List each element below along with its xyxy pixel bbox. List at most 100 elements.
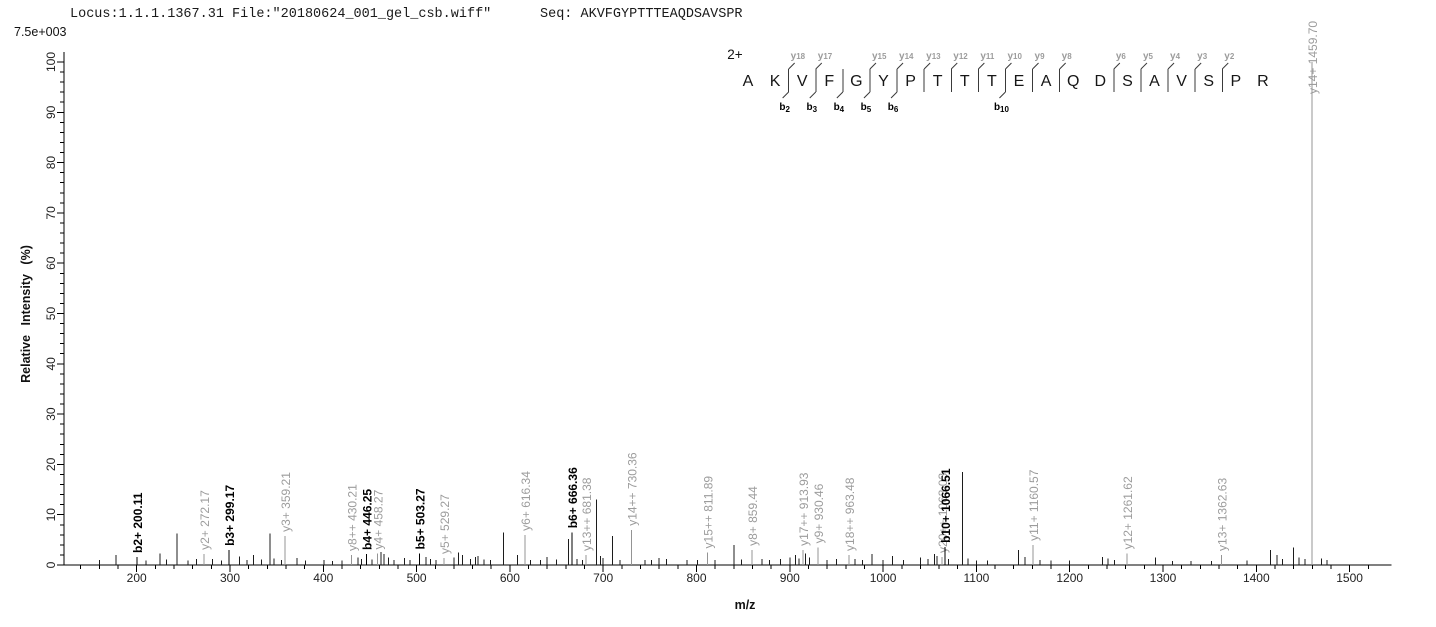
- y-ion-label-y15: y15: [872, 51, 887, 62]
- b-cleavage-tick: [782, 91, 790, 99]
- peak-label-y20++: y20++ 1063.03: [936, 473, 950, 553]
- charge-state-label: 2+: [727, 47, 743, 62]
- y-cleavage-tick: [1221, 62, 1229, 70]
- locus-file-label: Locus:1.1.1.1367.31 File:"20180624_001_g…: [70, 7, 492, 22]
- peak-label-y17++: y17++ 913.93: [797, 472, 811, 546]
- y-cleavage-tick: [869, 62, 877, 70]
- peak-label-y11+: y11+ 1160.57: [1027, 469, 1041, 541]
- x-axis-title: m/z: [735, 598, 756, 612]
- y-ion-label-y12: y12: [953, 51, 968, 62]
- x-tick-label: 900: [780, 571, 800, 585]
- y-cleavage-tick: [788, 62, 796, 70]
- x-tick-label: 1200: [1056, 571, 1083, 585]
- peak-label-y18++: y18++ 963.48: [843, 477, 857, 551]
- residue-P-7: P: [905, 73, 916, 90]
- b-ion-label-b5: b5: [861, 102, 872, 114]
- residue-D-14: D: [1095, 73, 1107, 90]
- y-cleavage-tick: [977, 62, 985, 70]
- peak-label-y6+: y6+ 616.34: [519, 471, 533, 531]
- y-ion-label-y2: y2: [1224, 51, 1235, 62]
- y-cleavage-tick: [1032, 62, 1039, 70]
- y-ion-label-y9: y9: [1035, 51, 1046, 62]
- residue-G-5: G: [850, 73, 862, 90]
- b-cleavage-tick: [836, 91, 844, 99]
- peak-label-b6+: b6+ 666.36: [566, 467, 580, 528]
- b-ion-label-b4: b4: [834, 102, 845, 114]
- peak-label-y12+: y12+ 1261.62: [1121, 476, 1135, 549]
- peak-label-y8+: y8+ 859.44: [746, 486, 760, 546]
- x-tick-label: 700: [593, 571, 613, 585]
- residue-R-20: R: [1257, 73, 1269, 90]
- peak-label-y14++: y14++ 730.36: [626, 452, 640, 526]
- peak-label-y15++: y15++ 811.89: [702, 476, 716, 549]
- residue-A-1: A: [743, 73, 754, 90]
- y-cleavage-tick: [896, 62, 904, 70]
- y-tick-label: 0: [44, 561, 58, 568]
- y-cleavage-tick: [815, 62, 823, 70]
- x-tick-label: 800: [686, 571, 706, 585]
- y-cleavage-tick: [1167, 62, 1175, 70]
- x-tick-label: 400: [313, 571, 333, 585]
- y-cleavage-tick: [923, 62, 931, 70]
- y-tick-label: 30: [44, 407, 58, 421]
- b-cleavage-tick: [809, 91, 817, 99]
- y-axis-title: Relative Intensity (%): [19, 245, 33, 383]
- y-tick-label: 40: [44, 357, 58, 371]
- y-tick-label: 10: [44, 508, 58, 522]
- b-cleavage-tick: [999, 91, 1006, 99]
- b-ion-label-b2: b2: [779, 102, 790, 114]
- x-tick-label: 500: [407, 571, 427, 585]
- residue-T-9: T: [960, 73, 970, 90]
- y-tick-label: 70: [44, 206, 58, 220]
- residue-Y-6: Y: [878, 73, 889, 90]
- x-tick-label: 1500: [1336, 571, 1363, 585]
- x-tick-label: 200: [127, 571, 147, 585]
- b-ion-label-b3: b3: [806, 102, 817, 114]
- peak-label-y4+: y4+ 458.27: [372, 489, 386, 549]
- y-ion-label-y3: y3: [1197, 51, 1208, 62]
- residue-V-17: V: [1176, 73, 1187, 90]
- peak-label-y14+: y14+ 1459.70: [1306, 21, 1320, 94]
- y-ion-label-y5: y5: [1143, 51, 1154, 62]
- x-tick-label: 1100: [963, 571, 989, 585]
- y-ion-label-y4: y4: [1170, 51, 1181, 62]
- y-tick-label: 100: [44, 52, 58, 72]
- y-ion-label-y13: y13: [926, 51, 941, 62]
- y-ion-label-y10: y10: [1007, 51, 1022, 62]
- y-cleavage-tick: [1194, 62, 1202, 70]
- y-cleavage-tick: [950, 62, 958, 70]
- x-tick-label: 1000: [870, 571, 897, 585]
- y-ion-label-y6: y6: [1116, 51, 1127, 62]
- peak-label-y3+: y3+ 359.21: [279, 472, 293, 532]
- peak-label-y5+: y5+ 529.27: [438, 494, 452, 554]
- y-tick-label: 90: [44, 105, 58, 119]
- y-tick-label: 60: [44, 256, 58, 270]
- x-tick-label: 300: [220, 571, 240, 585]
- peak-label-b2+: b2+ 200.11: [131, 492, 145, 553]
- x-tick-label: 600: [500, 571, 520, 585]
- peak-label-y9+: y9+ 930.46: [812, 483, 826, 543]
- b-cleavage-tick: [890, 91, 898, 99]
- residue-V-3: V: [797, 73, 808, 90]
- y-cleavage-tick: [1005, 62, 1012, 70]
- y-cleavage-tick: [1140, 62, 1148, 70]
- y-cleavage-tick: [1059, 62, 1067, 70]
- y-tick-label: 50: [44, 307, 58, 321]
- b-ion-label-b10: b10: [994, 102, 1010, 114]
- residue-F-4: F: [824, 73, 834, 90]
- peak-label-b4+: b4+ 446.25: [360, 489, 374, 550]
- residue-S-15: S: [1122, 73, 1133, 90]
- peak-label-b5+: b5+ 503.27: [414, 488, 428, 549]
- b-cleavage-tick: [863, 91, 871, 99]
- y-ion-label-y14: y14: [899, 51, 914, 62]
- y-tick-label: 20: [44, 457, 58, 471]
- residue-K-2: K: [770, 73, 781, 90]
- y-tick-label: 80: [44, 156, 58, 170]
- residue-A-16: A: [1149, 73, 1160, 90]
- peak-label-y13++: y13++ 681.38: [580, 477, 594, 551]
- peak-label-y2+: y2+ 272.17: [198, 490, 212, 550]
- peak-label-y8++: y8++ 430.21: [345, 484, 359, 551]
- peak-label-b10+: b10+ 1066.51: [939, 468, 953, 543]
